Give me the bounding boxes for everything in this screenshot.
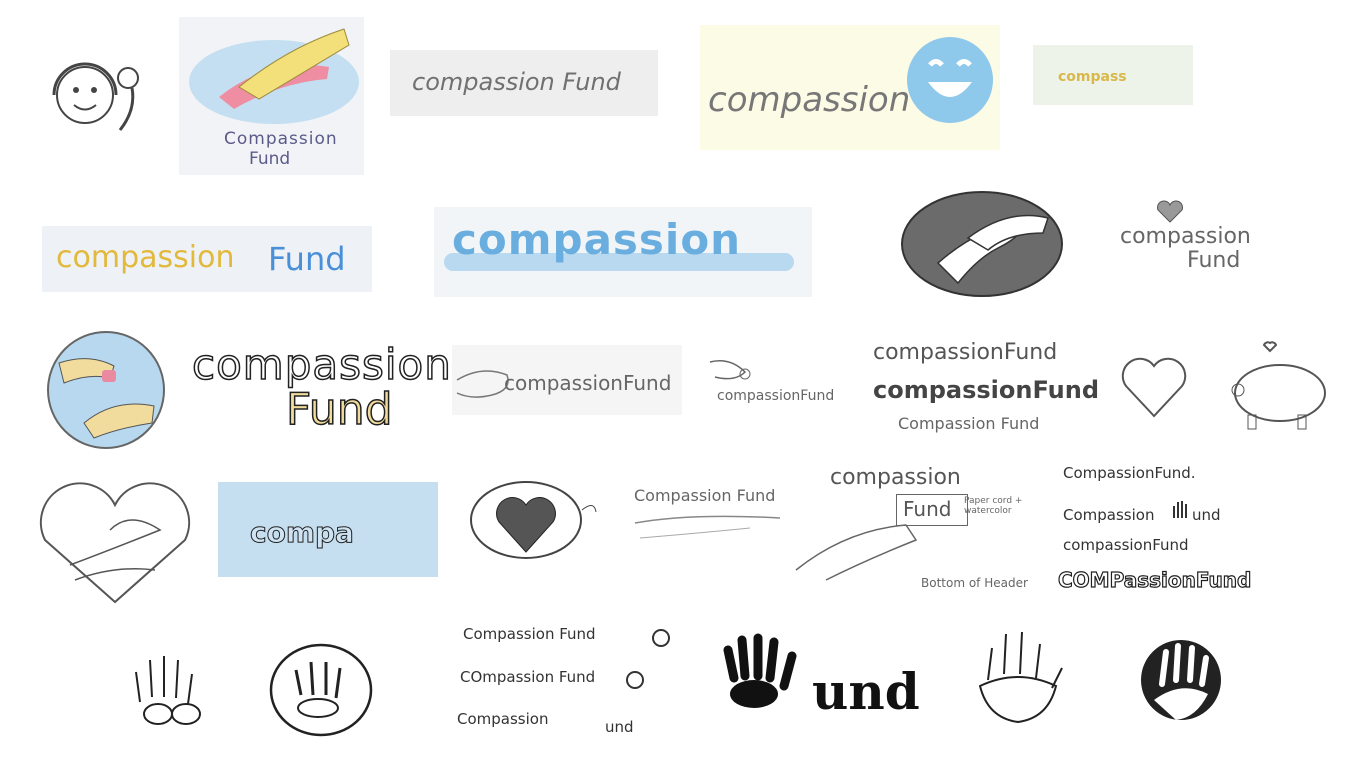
hand-card-icon bbox=[795, 524, 918, 581]
sketch-handprint-und-bold: und bbox=[720, 630, 920, 722]
hand-outline-icon bbox=[456, 370, 509, 398]
sketch-piggy-heart bbox=[1220, 335, 1335, 435]
wordmark-text-3: Compassion bbox=[457, 710, 549, 728]
logo-text-line2: Fund bbox=[249, 149, 291, 169]
sketch-wordmark-hand-pencil: Compassion Fund bbox=[630, 478, 790, 548]
wordmark-text: compassionFund bbox=[717, 388, 835, 404]
sketch-wordmark-ink-stack: Compassion Fund COmpassion Fund Compassi… bbox=[455, 620, 685, 745]
sketch-header-card: compassion Fund Paper cord + watercolor … bbox=[786, 460, 1036, 595]
wordmark-text-3: compassionFund bbox=[1063, 536, 1189, 554]
handprint-small-icon bbox=[652, 629, 670, 647]
piggy-bank-icon bbox=[1231, 341, 1326, 430]
sketch-heart-o-wordmarks: compassionFund compassionFund Compassion… bbox=[868, 338, 1099, 443]
heart-hands-icon bbox=[39, 482, 191, 604]
wordmark-text-4: COMPassionFund bbox=[1057, 567, 1252, 592]
wordmark-und: und bbox=[812, 662, 920, 721]
watercolor-stroke bbox=[444, 253, 794, 271]
sketch-compassion-blue-wash: compassion bbox=[434, 207, 812, 297]
sketch-hand-circle-dark bbox=[1136, 624, 1226, 728]
handprint-small-icon bbox=[626, 671, 644, 689]
wordmark-fund: Fund bbox=[903, 497, 952, 521]
wordmark-text: compa bbox=[250, 516, 355, 550]
wordmark-text-2b: und bbox=[1192, 506, 1221, 524]
sketch-coin-hands-circle bbox=[44, 328, 168, 452]
wordmark-text: compassion bbox=[708, 80, 911, 120]
sketch-hand-wordmark-2: compassionFund bbox=[705, 352, 855, 414]
fund-card-frame: Fund bbox=[896, 494, 968, 526]
wordmark-text: compass bbox=[1058, 69, 1127, 85]
sketch-compa-watercolor: compa bbox=[218, 482, 438, 577]
sketch-note: Paper cord + watercolor bbox=[964, 496, 1023, 516]
wordmark-compassion: compassion bbox=[830, 465, 961, 490]
sketch-wordmark-stack: CompassionFund. Compassion und compassio… bbox=[1057, 460, 1348, 600]
piggy-heart-icon bbox=[470, 481, 597, 559]
sketch-hands-circle-pencil bbox=[898, 188, 1066, 300]
wordmark-compassion: compassion bbox=[191, 339, 452, 390]
sketch-caption: Bottom of Header bbox=[921, 576, 1028, 590]
hand-sun-icon bbox=[978, 631, 1063, 724]
hand-circle-dark-icon bbox=[1141, 640, 1221, 720]
sketch-headset-smiley bbox=[40, 50, 150, 140]
sketch-piggy-heart-large bbox=[454, 470, 604, 568]
logo-text-line1: Compassion bbox=[224, 129, 338, 149]
handprint-bold-icon bbox=[723, 633, 797, 708]
wordmark-compassion: compassion bbox=[1120, 224, 1251, 249]
sketch-outline-wordmark: compassion Fund bbox=[190, 339, 451, 440]
sketch-heart-hands bbox=[30, 480, 200, 610]
sketch-handprint-circle bbox=[266, 640, 386, 740]
wordmark-text-2: COmpassion Fund bbox=[460, 668, 596, 686]
heart-outline-icon bbox=[1121, 357, 1187, 418]
sketch-heart-outline bbox=[1118, 350, 1190, 422]
handprint-outline-icon bbox=[135, 656, 201, 725]
sketch-compassion-smiley: compassion bbox=[700, 25, 1000, 150]
sketch-heart-wordmark: compassion Fund bbox=[1115, 200, 1285, 280]
wordmark-text-1: compassionFund bbox=[873, 340, 1058, 365]
wordmark-fund: Fund bbox=[285, 383, 393, 436]
wordmark-text-3: Compassion Fund bbox=[898, 414, 1040, 433]
wordmark-text-1: Compassion Fund bbox=[463, 625, 596, 643]
coin-hands-icon bbox=[47, 331, 165, 449]
hand-line-icon bbox=[634, 515, 781, 539]
headset-smiley-icon bbox=[52, 62, 139, 131]
wordmark-text-3b: und bbox=[605, 718, 634, 736]
wordmark-text: Compassion Fund bbox=[634, 486, 776, 505]
wordmark-text-1: CompassionFund. bbox=[1063, 464, 1196, 482]
hands-circle-icon bbox=[901, 191, 1063, 297]
smiley-face-icon bbox=[907, 37, 993, 123]
sketch-compass-small: compass bbox=[1033, 45, 1193, 105]
sketch-hands-oval: Compassion Fund bbox=[179, 17, 364, 175]
sketch-wordmark-pencil: compassion Fund bbox=[390, 50, 658, 116]
wordmark-text: compassion Fund bbox=[412, 68, 621, 96]
wordmark-compassion: compassion bbox=[56, 240, 235, 275]
heart-icon bbox=[1157, 200, 1183, 223]
wordmark-text: compassionFund bbox=[504, 371, 672, 395]
wordmark-text-2: Compassion bbox=[1063, 506, 1155, 524]
handprint-icon bbox=[1173, 501, 1187, 518]
sketch-compassion-fund-color: compassion Fund bbox=[42, 226, 372, 292]
handprint-circle-icon bbox=[269, 643, 373, 737]
wordmark-fund: Fund bbox=[1187, 248, 1241, 273]
sketch-hand-wordmark-1: compassionFund bbox=[452, 345, 682, 415]
wordmark-fund: Fund bbox=[268, 240, 346, 278]
sketch-handprint-outline bbox=[128, 642, 208, 732]
wordmark-text-2: compassionFund bbox=[873, 376, 1100, 404]
sketch-hand-sun bbox=[968, 628, 1068, 728]
hand-coin-icon bbox=[709, 360, 751, 380]
wordmark-text: compassion bbox=[452, 215, 742, 264]
reaching-hands-icon bbox=[189, 28, 359, 124]
